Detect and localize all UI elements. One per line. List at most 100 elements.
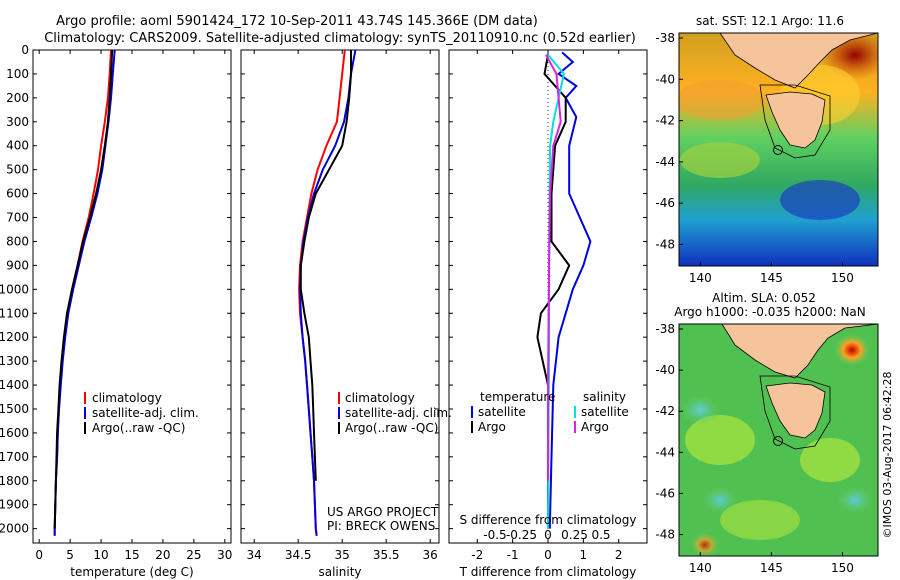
project-note-line-2: PI: BRECK OWENS [327, 519, 435, 533]
depth-tick-label: 600 [6, 187, 29, 201]
map-y-tick-label: -48 [655, 528, 675, 542]
profile-location-marker [773, 436, 783, 446]
x-tick-label: -1 [507, 548, 519, 562]
series-line-argo-raw-qc- [53, 49, 114, 529]
sst-map-frame [678, 32, 879, 267]
difference-xlabel: T difference from climatology [459, 565, 637, 579]
sst-map-title: sat. SST: 12.1 Argo: 11.6 [696, 14, 844, 28]
map-x-tick-label: 145 [760, 561, 783, 575]
depth-tick-label: 700 [6, 211, 29, 225]
depth-tick-label: 900 [6, 258, 29, 272]
x2-tick-label: 0.25 [561, 528, 588, 542]
x-tick-label: 0 [35, 548, 43, 562]
series-line-argo-raw-qc- [299, 50, 352, 481]
temperature-legend: climatology satellite-adj. clim. Argo(..… [84, 391, 199, 435]
sst-map [679, 33, 878, 266]
depth-tick-label: 1500 [0, 402, 29, 416]
depth-tick-label: 1900 [0, 498, 29, 512]
legend-climatology: climatology [345, 391, 415, 405]
salinity-legend: climatology satellite-adj. clim. Argo(..… [338, 391, 452, 435]
sla-map-axes: 140 145 150 -38 -40 -42 -44 -46 -48 [655, 322, 854, 575]
tasmania-island [765, 382, 826, 439]
sst-map-axes: 140 145 150 -38 -40 -42 -44 -46 -48 [655, 31, 854, 285]
legend-temperature-title: temperature [480, 390, 555, 404]
x2-tick-label: -0.25 [506, 528, 537, 542]
x-tick-label: 36 [423, 548, 438, 562]
salinity-xlabel: salinity [318, 565, 361, 579]
depth-tick-label: 0 [21, 43, 29, 57]
legend-climatology: climatology [92, 391, 162, 405]
sla-map-title-2: Argo h1000: -0.035 h2000: NaN [674, 305, 866, 319]
depth-tick-label: 800 [6, 234, 29, 248]
legend-salinity-title: salinity [583, 390, 626, 404]
x-tick-label: 25 [186, 548, 201, 562]
title-line-2: Climatology: CARS2009. Satellite-adjuste… [44, 31, 636, 46]
project-note-line-1: US ARGO PROJECT [327, 505, 439, 519]
series-line-s-argo [545, 54, 562, 481]
depth-axis: 0 100 200 300 400 500 600 700 800 900 1000 1100 1200… [0, 43, 647, 536]
depth-tick-label: 1100 [0, 306, 29, 320]
x2-tick-label: 0 [544, 528, 552, 542]
map-y-tick-label: -40 [655, 72, 675, 86]
depth-tick-label: 2000 [0, 522, 29, 536]
difference-legend: temperature satellite Argo salinity sate… [471, 390, 629, 434]
x-tick-label: 30 [217, 548, 232, 562]
x2-tick-label: 0.5 [591, 528, 610, 542]
map-y-tick-label: -44 [655, 445, 675, 459]
map-y-tick-label: -42 [655, 114, 675, 128]
temperature-plot: 0 5 10 15 20 25 30 [35, 49, 232, 562]
legend-satellite: satellite-adj. clim. [345, 406, 452, 420]
legend-argo: Argo(..raw -QC) [92, 421, 185, 435]
depth-tick-label: 200 [6, 91, 29, 105]
x2-tick-label: -0.5 [483, 528, 506, 542]
sla-map [679, 324, 878, 556]
x-tick-label: 5 [66, 548, 74, 562]
series-line-t-satellite [548, 51, 592, 529]
mainland-coast [679, 33, 878, 89]
depth-tick-label: 1700 [0, 450, 29, 464]
profile-location-marker [773, 145, 783, 155]
depth-tick-label: 1000 [0, 282, 29, 296]
depth-tick-label: 1400 [0, 378, 29, 392]
map-y-tick-label: -46 [655, 486, 675, 500]
x-tick-label: 15 [124, 548, 139, 562]
map-y-tick-label: -46 [655, 196, 675, 210]
legend-temperature-argo: Argo [478, 420, 506, 434]
depth-tick-label: 1600 [0, 426, 29, 440]
depth-tick-label: 1800 [0, 474, 29, 488]
temperature-panel-frame [32, 49, 232, 544]
sla-map-frame [678, 323, 879, 557]
map-y-tick-label: -38 [655, 322, 675, 336]
map-x-tick-label: 150 [831, 561, 854, 575]
legend-salinity-argo: Argo [581, 420, 609, 434]
x-tick-label: 0 [544, 548, 552, 562]
difference-plot: -2 -1 0 1 2 -0.5 -0.25 0 0.25 0.5 [471, 50, 623, 562]
x-tick-label: 1 [580, 548, 588, 562]
salinity-panel-frame [240, 49, 440, 544]
x-tick-label: 10 [93, 548, 108, 562]
temperature-xlabel: temperature (deg C) [70, 565, 193, 579]
x-tick-label: 2 [615, 548, 623, 562]
depth-tick-label: 400 [6, 139, 29, 153]
depth-tick-label: 1200 [0, 330, 29, 344]
x-tick-label: 35.5 [373, 548, 400, 562]
shelf-contour [759, 375, 831, 450]
map-x-tick-label: 140 [689, 561, 712, 575]
shelf-contour [759, 84, 831, 159]
depth-tick-label: 500 [6, 163, 29, 177]
x-tick-label: -2 [471, 548, 483, 562]
legend-temperature-satellite: satellite [478, 405, 526, 419]
x-tick-label: 34.5 [285, 548, 312, 562]
map-y-tick-label: -38 [655, 31, 675, 45]
map-y-tick-label: -44 [655, 155, 675, 169]
map-y-tick-label: -42 [655, 404, 675, 418]
legend-salinity-satellite: satellite [581, 405, 629, 419]
x-tick-label: 34 [247, 548, 262, 562]
tasmania-island [765, 91, 826, 149]
map-y-tick-label: -48 [655, 237, 675, 251]
depth-tick-label: 300 [6, 115, 29, 129]
map-y-tick-label: -40 [655, 363, 675, 377]
salinity-plot: 34 34.5 35 35.5 36 [247, 49, 438, 562]
imos-timestamp: ©IMOS 03-Aug-2017 06:42:28 [881, 372, 894, 539]
